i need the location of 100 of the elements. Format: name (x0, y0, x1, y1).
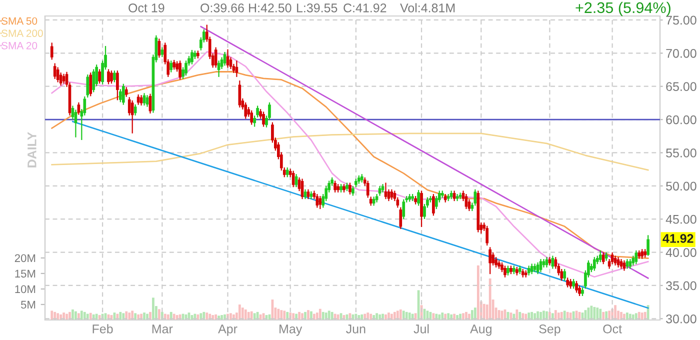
bar (626, 312, 628, 320)
candlestick (593, 257, 596, 271)
bar (408, 312, 411, 320)
bar (196, 314, 200, 320)
bar (590, 306, 593, 320)
y2-tick-label: 5M (20, 300, 36, 309)
candlestick (452, 190, 456, 202)
bar (149, 312, 152, 320)
candlestick (238, 80, 242, 108)
legend-label: SMA 50 (2, 17, 38, 25)
bar (593, 306, 596, 320)
bar (634, 313, 638, 320)
x-tick-label: Aug (470, 324, 492, 336)
candlestick (575, 280, 578, 293)
bar (569, 312, 572, 320)
bar (119, 312, 122, 320)
line-series (51, 51, 649, 278)
bar (447, 313, 450, 320)
y-tick-label: 65.00 (666, 82, 696, 92)
candlestick (190, 50, 194, 64)
candlestick (563, 269, 566, 281)
candlestick (366, 180, 370, 198)
bar (393, 312, 396, 320)
bar (360, 314, 364, 320)
bar (158, 309, 160, 320)
candlestick (77, 102, 80, 115)
text: H:42.50 (249, 4, 292, 12)
candlestick (134, 104, 137, 116)
legend-label: SMA 200 (2, 30, 43, 38)
bar (402, 310, 405, 320)
candlestick (417, 190, 420, 206)
bar (134, 313, 137, 320)
bar (250, 311, 253, 320)
x-tick-label: Oct (603, 324, 622, 334)
bar (482, 304, 486, 320)
candlestick (178, 60, 182, 80)
bar (608, 310, 611, 320)
line-series (51, 132, 649, 171)
candlestick (399, 207, 402, 229)
candlestick (300, 178, 304, 200)
bar (50, 310, 54, 320)
candlestick (348, 182, 352, 194)
text: 41.92 (662, 234, 694, 243)
text: Vol:4.81M (400, 3, 455, 12)
candlestick (130, 100, 134, 134)
y2-tick-label: 10M (15, 285, 36, 294)
candlestick (122, 84, 125, 105)
candlestick (602, 252, 605, 264)
bar (143, 312, 146, 320)
bar (542, 310, 545, 320)
y-tick-label: 45.00 (666, 214, 696, 224)
candlestick (107, 69, 110, 84)
bar (220, 315, 223, 320)
candlestick (140, 95, 143, 106)
candlestick (250, 110, 254, 125)
candlestick (170, 60, 173, 72)
candlestick (634, 250, 638, 264)
bar (298, 312, 300, 320)
y-tick-label: 55.00 (666, 148, 696, 158)
text: C:41.92 (344, 4, 386, 12)
bar (283, 310, 286, 320)
bar (206, 312, 208, 320)
bar (230, 313, 232, 320)
bar (516, 309, 518, 320)
candlestick (530, 264, 534, 274)
bar (253, 313, 256, 320)
x-tick-label: Mar (152, 324, 173, 334)
bar (200, 313, 202, 320)
bar (602, 312, 605, 320)
bar (432, 313, 435, 320)
bar (554, 310, 557, 320)
candlestick (486, 226, 489, 246)
y2-tick-label: 15M (15, 270, 36, 278)
y2-tick-label: 20M (14, 254, 36, 262)
bar (74, 311, 77, 320)
candlestick (432, 194, 435, 216)
candlestick (136, 94, 140, 105)
text: L:39.55 (297, 4, 338, 12)
candlestick (420, 190, 423, 227)
y-tick-label: 75.00 (666, 16, 696, 25)
bar (128, 312, 131, 320)
y-tick-label: 60.00 (666, 115, 696, 124)
bar (462, 313, 464, 320)
bar (131, 310, 134, 320)
candlestick (223, 52, 226, 66)
candlestick (89, 72, 92, 96)
candlestick (86, 74, 90, 98)
candlestick (548, 257, 552, 266)
text: Oct 19 (128, 4, 164, 12)
bar (530, 312, 534, 320)
legend-label: SMA 20 (2, 42, 38, 50)
candlestick (334, 180, 336, 192)
bar (307, 310, 310, 320)
candlestick (110, 70, 113, 84)
bar (396, 310, 399, 320)
candlestick (53, 63, 56, 79)
candlestick (551, 256, 554, 269)
candlestick (294, 174, 298, 188)
bar (72, 309, 74, 320)
candlestick (158, 38, 161, 58)
